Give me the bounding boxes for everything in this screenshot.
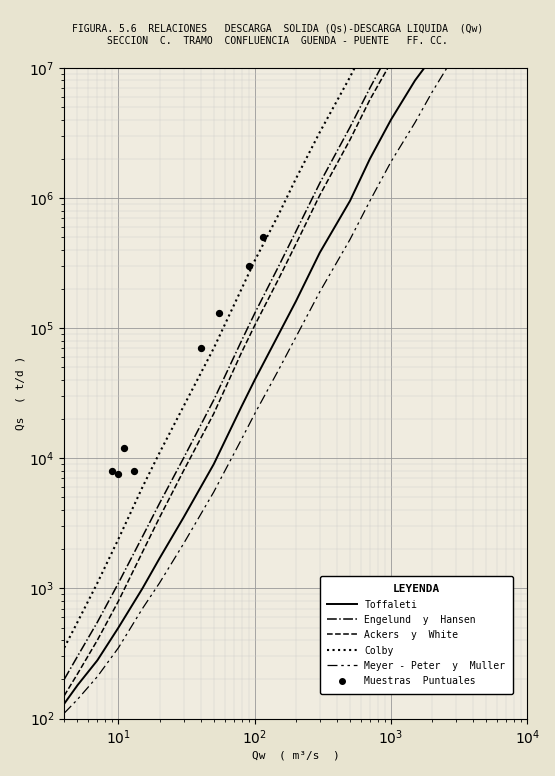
Point	[244, 260, 253, 272]
Legend: Toffaleti, Engelund  y  Hansen, Ackers  y  White, Colby, Meyer - Peter  y  Mulle: Toffaleti, Engelund y Hansen, Ackers y W…	[320, 577, 513, 694]
Point	[215, 307, 224, 320]
X-axis label: Qw  ( m³/s  ): Qw ( m³/s )	[252, 751, 340, 761]
Point	[196, 342, 205, 355]
Point	[108, 465, 117, 477]
Point	[129, 465, 138, 477]
Point	[114, 468, 123, 480]
Text: FIGURA. 5.6  RELACIONES   DESCARGA  SOLIDA (Qs)-DESCARGA LIQUIDA  (Qw): FIGURA. 5.6 RELACIONES DESCARGA SOLIDA (…	[72, 23, 483, 33]
Y-axis label: Qs  ( t/d ): Qs ( t/d )	[15, 356, 25, 430]
Point	[120, 442, 129, 454]
Point	[259, 231, 268, 244]
Text: SECCION  C.  TRAMO  CONFLUENCIA  GUENDA - PUENTE   FF. CC.: SECCION C. TRAMO CONFLUENCIA GUENDA - PU…	[107, 36, 448, 47]
